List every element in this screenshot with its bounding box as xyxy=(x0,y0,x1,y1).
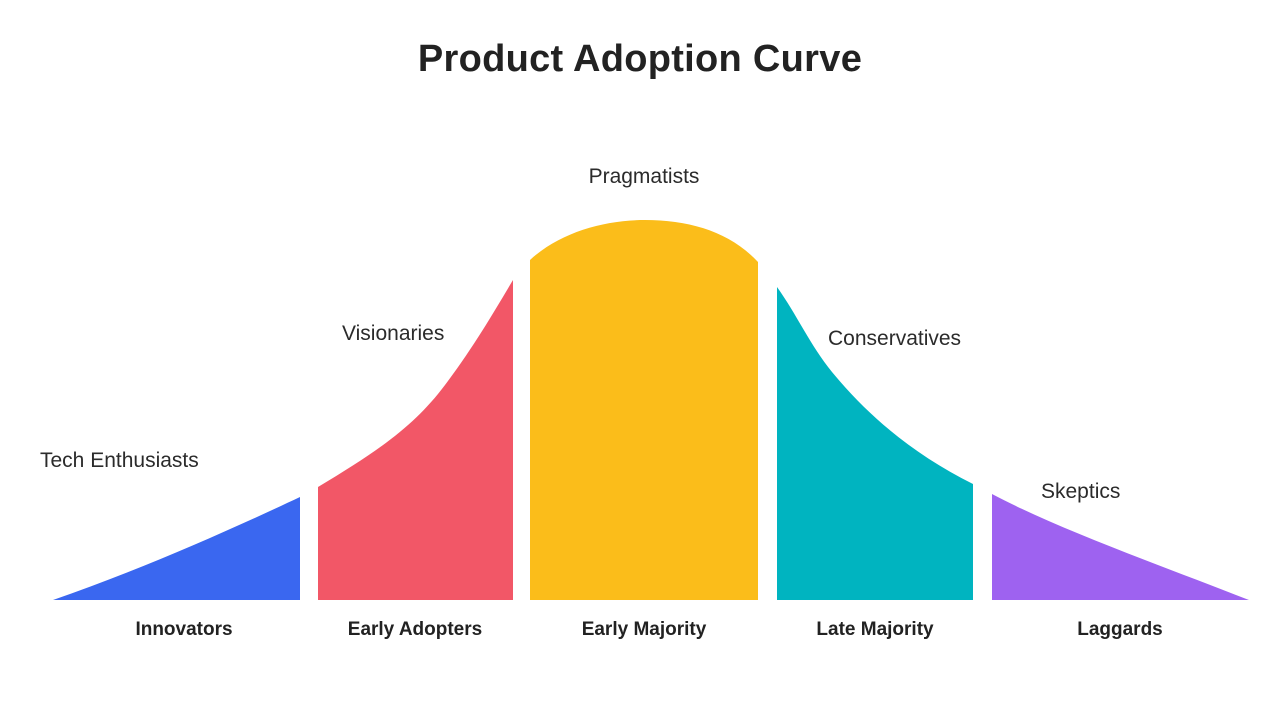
early-adopters-segment xyxy=(318,280,513,600)
visionaries-label: Visionaries xyxy=(342,322,444,345)
page-title: Product Adoption Curve xyxy=(417,38,863,80)
early-majority-segment xyxy=(530,220,758,600)
laggards-label: Laggards xyxy=(1077,619,1163,640)
early-adopters-label: Early Adopters xyxy=(348,619,482,640)
laggards-segment xyxy=(992,494,1249,600)
early-majority-label: Early Majority xyxy=(582,619,707,640)
late-majority-segment xyxy=(777,287,973,600)
innovators-segment xyxy=(53,497,300,600)
skeptics-label: Skeptics xyxy=(1041,480,1120,503)
innovators-label: Innovators xyxy=(135,619,232,640)
late-majority-label: Late Majority xyxy=(816,619,934,640)
conservatives-label: Conservatives xyxy=(828,327,961,350)
pragmatists-label: Pragmatists xyxy=(589,165,700,188)
tech-enthusiasts-label: Tech Enthusiasts xyxy=(40,449,199,472)
